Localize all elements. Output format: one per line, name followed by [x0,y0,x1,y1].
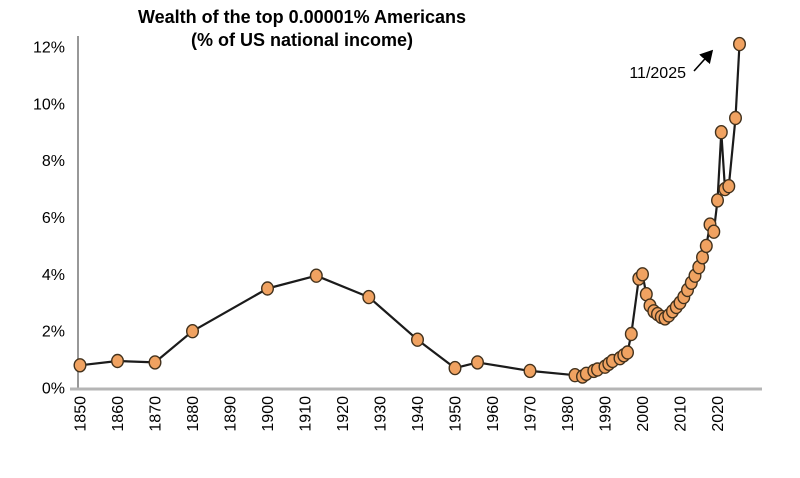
data-point [624,326,638,342]
data-point [733,36,747,52]
y-axis-tick-label: 10% [33,96,65,113]
data-point [722,178,736,194]
x-axis-tick-label: 2000 [635,396,652,432]
y-axis-tick-label: 4% [42,267,65,284]
y-axis-tick-label: 8% [42,153,65,170]
x-axis-tick-label: 1960 [485,396,502,432]
data-point [411,332,425,347]
data-point [714,124,728,140]
annotation-label: 11/2025 [629,65,686,82]
x-axis-tick-label: 1900 [260,396,277,432]
data-point [707,224,721,239]
data-point [309,268,323,283]
x-axis-tick-label: 1880 [185,396,202,432]
data-point [73,358,87,373]
x-axis-tick-label: 2010 [673,396,690,432]
data-point [362,289,376,305]
x-axis-tick-label: 1970 [523,396,540,432]
chart-title-line1: Wealth of the top 0.00001% Americans [138,7,466,27]
y-axis-tick-label: 0% [42,381,65,398]
data-point [711,193,725,208]
x-axis-tick-label: 1890 [223,396,240,432]
x-axis-tick-label: 2020 [710,396,727,432]
y-axis-tick-label: 12% [33,39,65,56]
x-axis-tick-label: 1950 [448,396,465,432]
data-point [523,363,537,379]
data-point [148,355,162,370]
axes [70,36,762,391]
data-point [729,110,743,126]
y-axis-tick-label: 6% [42,210,65,227]
x-axis-tick-label: 1870 [148,396,165,432]
annotation-arrow [693,49,714,72]
x-axis-tick-label: 1860 [110,396,127,432]
data-point [110,353,124,369]
y-axis-tick-label: 2% [42,324,65,341]
data-point [636,267,650,282]
x-axis-tick-label: 1930 [373,396,390,432]
x-axis-tick-label: 1940 [410,396,427,432]
x-axis-tick-label: 1850 [73,396,90,432]
chart-title-line2: (% of US national income) [191,30,413,50]
x-axis-tick-label: 1980 [560,396,577,432]
data-point [185,324,199,339]
data-point [471,355,485,370]
line-series [73,36,747,384]
series-path [78,42,741,378]
data-point [261,281,275,296]
data-point [448,360,462,376]
x-axis-tick-label: 1920 [335,396,352,432]
axis-tick-labels: 0% 2% 4% 6% 8% 10% 12% 1850 1860 1870 1880 1890 1900… [33,39,727,431]
x-axis-tick-label: 1990 [598,396,615,432]
data-point [621,345,635,360]
data-point [699,238,713,254]
x-axis-tick-label: 1910 [298,396,315,432]
